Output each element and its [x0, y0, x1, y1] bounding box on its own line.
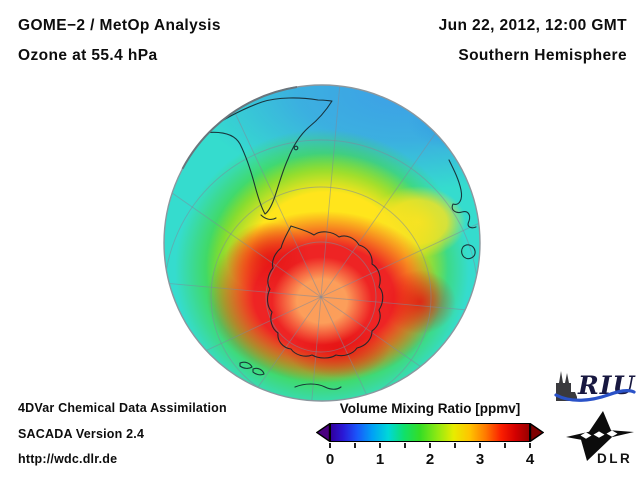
instrument-title: GOME−2 / MetOp Analysis [18, 17, 221, 34]
tick-label-2: 2 [425, 451, 435, 468]
colorbar-left-arrow [316, 423, 330, 442]
riu-swoosh [554, 388, 636, 402]
datetime-block: Jun 22, 2012, 12:00 GMT Southern Hemisph… [439, 11, 627, 71]
tick-label-4: 4 [525, 451, 535, 468]
colorbar-right-arrow [530, 423, 544, 442]
dlr-label: DLR [597, 451, 632, 466]
riu-logo: RIU [554, 371, 636, 402]
colorbar: Volume Mixing Ratio [ppmv] 0 1 2 3 4 [316, 401, 544, 469]
colorbar-title: Volume Mixing Ratio [ppmv] [339, 401, 521, 416]
title-block: GOME−2 / MetOp Analysis Ozone at 55.4 hP… [18, 11, 221, 71]
cathedral-icon [556, 371, 577, 401]
tick-label-1: 1 [375, 451, 385, 468]
level-title: Ozone at 55.4 hPa [18, 47, 158, 64]
datetime-label: Jun 22, 2012, 12:00 GMT [438, 17, 627, 34]
tick-label-3: 3 [475, 451, 485, 468]
credits-block: 4DVar Chemical Data Assimilation SACADA … [18, 396, 227, 473]
hemisphere-label: Southern Hemisphere [458, 47, 627, 64]
tick-label-0: 0 [325, 451, 335, 468]
globe-rim-shadow [181, 86, 298, 170]
dlr-logo: DLR [566, 411, 634, 466]
globe-rim [163, 84, 481, 402]
assimilation-label: 4DVar Chemical Data Assimilation [18, 401, 227, 415]
colorbar-gradient [330, 423, 530, 442]
version-label: SACADA Version 2.4 [18, 426, 145, 441]
url-label: http://wdc.dlr.de [18, 452, 118, 466]
colorbar-ticks [329, 443, 531, 449]
colorbar-tick-labels: 0 1 2 3 4 [326, 451, 534, 469]
dlr-emblem-icon [566, 411, 634, 461]
